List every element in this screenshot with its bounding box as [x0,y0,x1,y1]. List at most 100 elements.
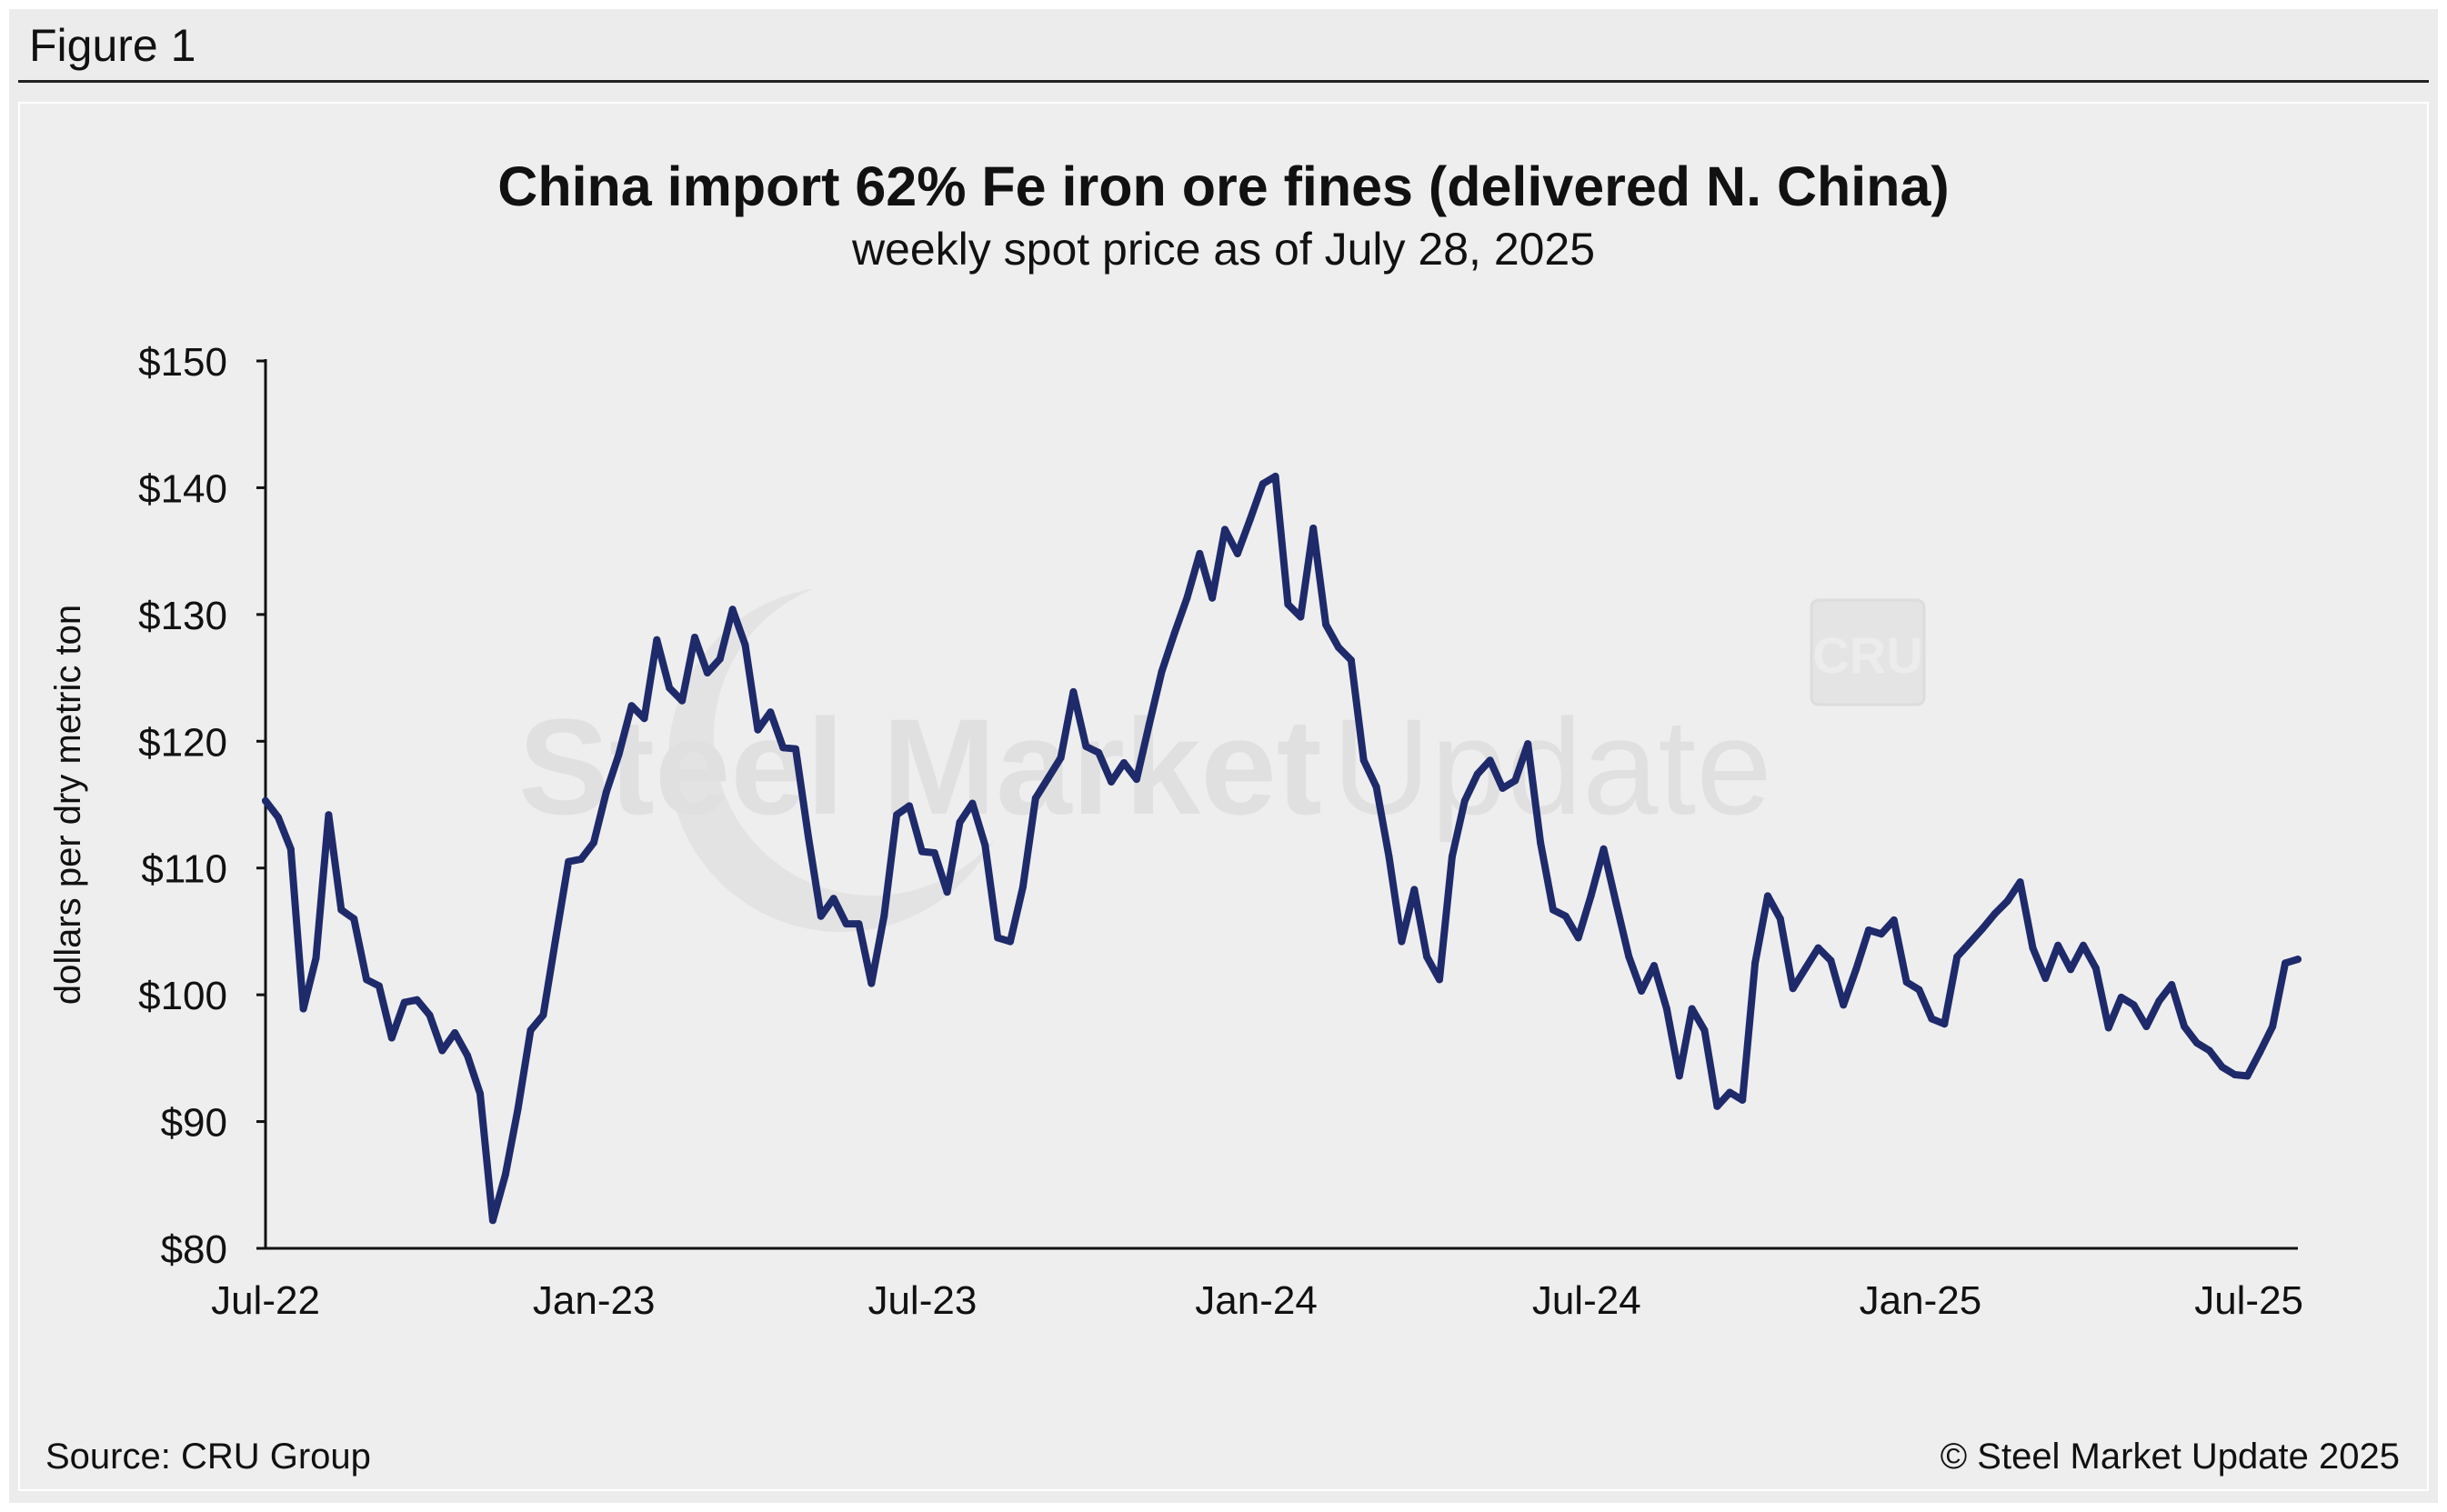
data-point [1486,756,1494,765]
data-point [1284,600,1292,608]
data-point [2294,956,2302,964]
data-point [1031,795,1039,802]
y-tick-label: $90 [161,1101,227,1146]
data-point [1991,909,1999,917]
data-point [792,745,799,753]
data-point [1915,986,1923,994]
data-point [767,708,775,716]
data-point [2155,997,2163,1006]
data-point [1018,883,1027,891]
data-point [1776,915,1784,923]
data-point [2142,1023,2151,1030]
data-point [1208,594,1217,602]
data-point [1271,472,1279,480]
source-note: Source: CRU Group [45,1437,371,1477]
data-point [1650,962,1658,970]
data-point [552,934,560,942]
data-point [1007,937,1014,946]
data-point [1549,906,1557,914]
watermark-badge [1810,598,1926,706]
y-axis-ticks: $80 $90 $100 $110 $120 $130 $140 $150 [138,340,266,1272]
data-point [1662,1005,1670,1013]
data-point [325,811,333,819]
data-point [1966,939,1974,946]
data-point [1890,916,1898,924]
watermark: Steel Market Update CRU [518,577,1926,932]
data-point [1069,687,1078,696]
data-point [2192,1039,2201,1047]
data-point [2282,959,2290,967]
watermark-swoosh-inner [714,577,1032,896]
y-tick-label: $110 [141,847,227,892]
data-point [400,998,408,1006]
data-point [855,920,863,928]
data-point [1600,845,1608,853]
data-point [2029,944,2037,952]
data-point [2181,1023,2189,1030]
data-point [527,1026,535,1035]
data-point [387,1034,396,1042]
data-point [350,915,358,923]
data-point [867,979,876,987]
data-point [741,641,749,649]
data-point [286,845,295,853]
data-point [1511,776,1519,785]
figure-header [9,9,2438,82]
data-point [930,849,938,856]
data-point [1574,934,1582,942]
data-point [539,1011,547,1019]
data-point [615,750,623,758]
data-point [1928,1015,1936,1023]
data-point [262,796,269,805]
data-point [981,841,989,849]
data-point [1145,721,1153,729]
x-tick-label: Jul-25 [2194,1278,2303,1323]
data-point [627,702,636,710]
data-point [451,1029,459,1036]
data-point [2130,1001,2138,1009]
data-point [501,1171,509,1179]
data-point [1852,966,1860,974]
data-point [1095,748,1103,756]
data-point [1044,774,1052,782]
y-tick-label: $80 [161,1227,227,1272]
data-point [968,799,977,807]
data-point [906,802,913,810]
data-point [943,888,951,896]
data-point [274,813,282,821]
x-tick-label: Jan-24 [1195,1278,1318,1323]
data-point [1322,621,1330,628]
data-point [2067,966,2075,974]
data-point [653,636,661,644]
x-axis-ticks: Jul-22 Jan-23 Jul-23 Jan-24 Jul-24 Jan-25 Jul-… [211,1278,2303,1323]
data-point [754,726,762,734]
data-point [1865,926,1872,934]
data-point [1120,759,1128,766]
data-point [2016,878,2024,886]
data-point [2231,1071,2239,1078]
data-point [1789,985,1797,993]
data-point [426,1011,434,1019]
data-point [994,934,1002,942]
data-point [1499,784,1507,792]
data-point [956,818,964,826]
data-point [779,744,787,752]
data-point [488,1217,496,1225]
data-point [2091,964,2100,972]
data-point [1410,886,1419,894]
data-point [2168,981,2176,988]
data-point [2003,897,2011,905]
data-point [1170,629,1178,637]
watermark-badge-text: CRU [1812,626,1922,684]
data-point [1309,525,1318,532]
data-point [2054,941,2062,949]
data-point [1537,838,1545,846]
data-point [1625,953,1633,961]
data-point [1246,516,1254,524]
y-tick-label: $150 [138,340,227,385]
data-point [1082,742,1090,750]
data-point [413,996,421,1004]
data-point [1259,480,1267,488]
data-point [1221,526,1229,534]
